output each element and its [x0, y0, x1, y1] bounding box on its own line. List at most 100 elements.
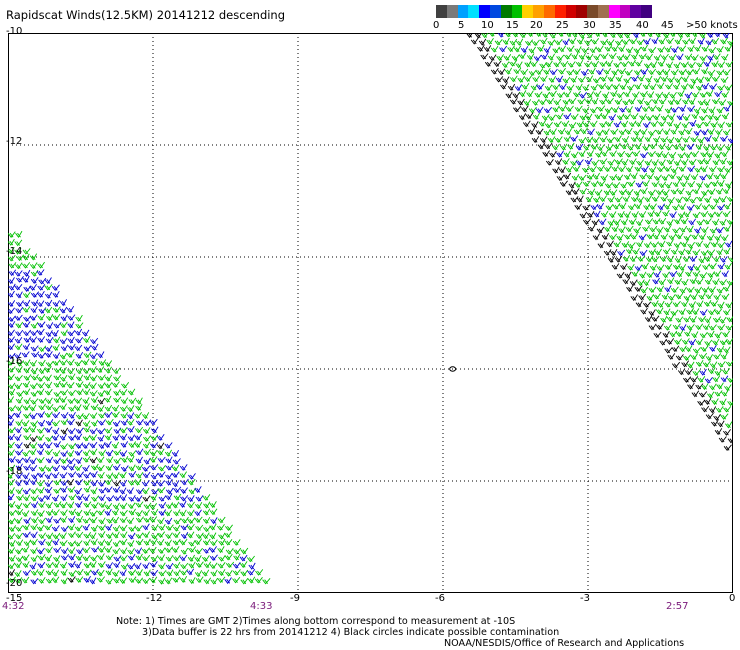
wind-barb — [89, 390, 98, 397]
wind-barb — [8, 471, 14, 480]
y-tick-label: -20 — [6, 578, 23, 589]
wind-barb — [707, 188, 716, 196]
wind-barb — [83, 576, 91, 583]
wind-barb — [127, 434, 135, 442]
wind-barb — [672, 323, 681, 330]
wind-barb — [44, 486, 53, 494]
wind-barb — [634, 82, 642, 90]
wind-barb — [60, 525, 69, 533]
wind-barb — [156, 538, 165, 546]
wind-barb — [150, 442, 159, 449]
wind-barb — [531, 121, 539, 129]
wind-barb — [553, 60, 562, 68]
wind-barb — [691, 331, 699, 339]
x-tick-label: -6 — [435, 593, 445, 604]
wind-barb — [120, 418, 129, 426]
wind-barb — [91, 546, 100, 553]
wind-barb — [651, 159, 659, 167]
wind-barb — [134, 495, 143, 503]
wind-barb — [76, 374, 84, 382]
wind-barb — [677, 187, 685, 195]
wind-barb — [683, 376, 692, 383]
wind-barb — [89, 577, 97, 585]
wind-barb — [724, 166, 733, 174]
wind-barb — [552, 83, 561, 91]
wind-barb — [97, 434, 105, 442]
wind-barb — [82, 449, 91, 457]
wind-barb — [113, 389, 121, 397]
wind-barb — [582, 84, 590, 92]
wind-barb — [607, 195, 615, 203]
wind-barb — [627, 203, 636, 211]
wind-barb — [670, 188, 679, 195]
wind-barb — [678, 128, 686, 136]
wind-barb — [45, 360, 54, 368]
wind-barb — [590, 143, 599, 151]
wind-barb — [605, 97, 614, 105]
wind-barb — [52, 344, 60, 352]
wind-barb — [501, 61, 510, 69]
wind-barb — [119, 554, 128, 562]
wind-barb — [609, 33, 617, 39]
wind-barb — [660, 114, 669, 121]
wind-barb — [68, 516, 76, 524]
wind-barb — [563, 150, 571, 158]
wind-barb — [632, 150, 641, 157]
wind-barb — [636, 135, 645, 143]
wind-barb — [8, 307, 15, 315]
wind-barb — [8, 487, 15, 495]
wind-barb — [663, 323, 672, 331]
wind-barb — [604, 182, 614, 189]
wind-barb — [187, 554, 195, 563]
wind-barb — [692, 249, 701, 256]
wind-barb — [67, 367, 76, 375]
wind-barb — [89, 434, 98, 441]
wind-barb — [701, 106, 709, 114]
wind-barb — [53, 555, 61, 563]
wind-barb — [202, 547, 211, 554]
wind-barb — [156, 480, 165, 487]
wind-barb — [662, 271, 670, 279]
wind-barb — [513, 67, 522, 75]
wind-barb — [14, 262, 23, 270]
wind-barb — [29, 253, 38, 261]
wind-barb — [30, 509, 39, 517]
wind-barb — [695, 323, 704, 331]
wind-barb — [60, 427, 69, 435]
wind-barb — [105, 523, 113, 532]
wind-barb — [576, 37, 585, 45]
wind-barb — [97, 546, 106, 553]
wind-barb — [22, 306, 31, 313]
wind-barb — [179, 464, 188, 471]
wind-barb — [489, 33, 495, 38]
wind-barb — [104, 404, 113, 412]
wind-barb — [156, 442, 165, 450]
wind-barb — [691, 33, 698, 38]
wind-barb — [150, 508, 159, 516]
wind-barb — [218, 554, 226, 562]
wind-barb — [209, 523, 217, 531]
wind-barb — [37, 510, 45, 518]
wind-barb — [8, 290, 15, 298]
wind-barb — [652, 232, 661, 240]
wind-barb — [526, 53, 535, 61]
wind-barb — [697, 399, 706, 407]
wind-barb — [672, 203, 680, 211]
colorbar-label: 35 — [609, 20, 622, 31]
wind-barb — [119, 569, 127, 577]
wind-barb — [586, 150, 594, 158]
wind-barb — [38, 465, 47, 472]
wind-barb — [128, 441, 137, 449]
wind-barbs — [8, 33, 733, 585]
wind-barb — [618, 68, 626, 75]
wind-barb — [679, 345, 687, 353]
wind-barb — [173, 569, 181, 577]
wind-barb — [75, 531, 84, 539]
wind-barb — [700, 151, 709, 158]
wind-barb — [718, 99, 727, 106]
wind-barb — [712, 338, 720, 346]
wind-barb — [187, 495, 195, 503]
wind-barb — [712, 278, 720, 286]
wind-barb — [171, 546, 180, 554]
wind-barb — [517, 98, 525, 106]
